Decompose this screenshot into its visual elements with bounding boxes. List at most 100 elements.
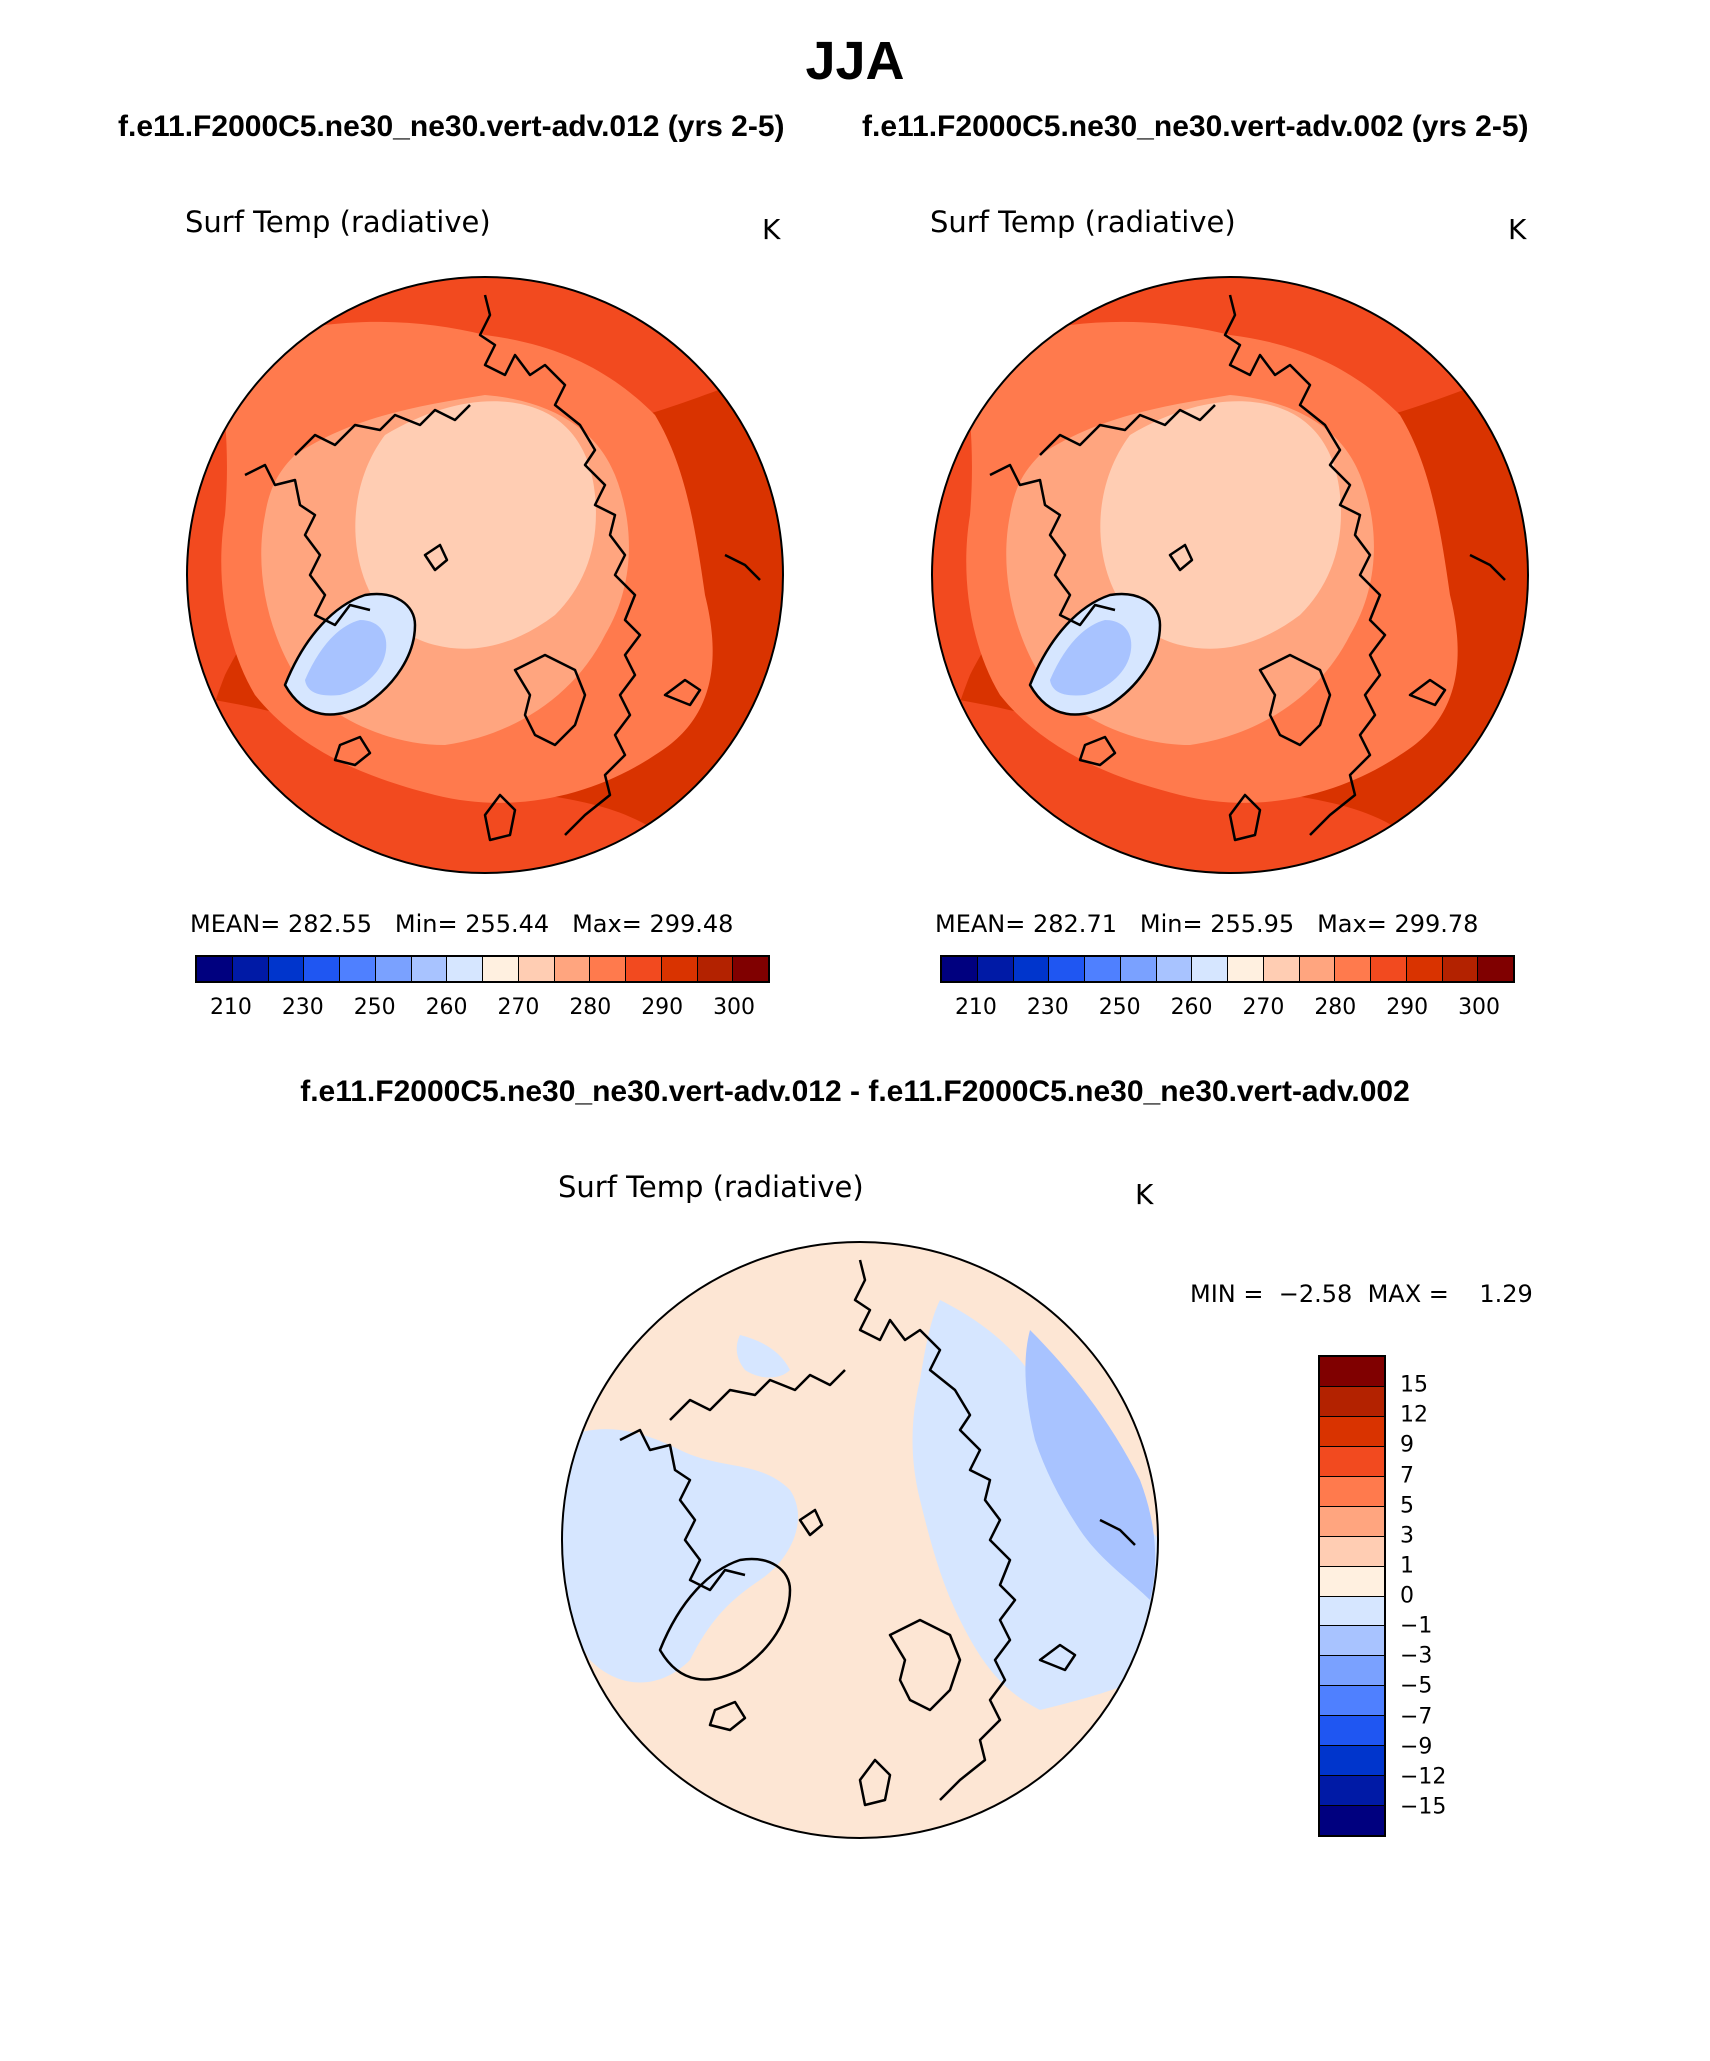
colorbar-tick-label: 3 [1400,1523,1414,1549]
colorbar-tick-label: −12 [1400,1764,1447,1790]
colorbar-tick-label: 260 [425,995,468,1020]
right-max-label: Max= [1317,910,1387,938]
diff-variable-label: Surf Temp (radiative) [558,1170,864,1204]
left-stats: MEAN= 282.55 Min= 255.44 Max= 299.48 [190,910,733,938]
left-mean-value: 282.55 [288,910,372,938]
colorbar-swatch [1406,957,1443,981]
colorbar-swatch [340,957,376,981]
colorbar-swatch [661,957,698,981]
colorbar-tick-label: 7 [1400,1463,1414,1488]
diff-units-label: K [1135,1178,1154,1211]
colorbar-tick-label: 300 [1458,995,1501,1020]
right-run-title: f.e11.F2000C5.ne30_ne30.vert-adv.002 (yr… [862,110,1529,143]
colorbar-swatch [268,957,305,981]
colorbar-tick-label: 15 [1400,1372,1428,1398]
colorbar-tick-label: 210 [954,995,997,1020]
colorbar-swatch [1049,957,1085,981]
colorbar-tick-label: 300 [713,995,756,1020]
colorbar-swatch [626,957,662,981]
colorbar-swatch [1478,957,1513,981]
colorbar-swatch [1371,957,1407,981]
colorbar-swatch [733,957,768,981]
difference-colorbar-ticks: 15 12 9 7 5 3 1 0 −1 −3 −5 −7 −9 −12 −15 [1400,1355,1480,1837]
colorbar-swatch [1320,1566,1384,1597]
season-title: JJA [805,31,905,91]
colorbar-tick-label: 280 [569,995,612,1020]
colorbar-swatch [1320,1386,1384,1417]
colorbar-swatch [590,957,626,981]
left-max-value: 299.48 [649,910,734,938]
colorbar-tick-label: 290 [641,995,684,1020]
diff-min-max: MIN = −2.58 MAX = 1.29 [1190,1280,1533,1308]
colorbar-swatch [232,957,269,981]
left-max-label: Max= [572,910,642,938]
right-variable-label: Surf Temp (radiative) [930,205,1236,239]
difference-title: f.e11.F2000C5.ne30_ne30.vert-adv.012 - f… [300,1075,1410,1108]
colorbar-tick-label: 260 [1170,995,1213,1020]
right-min-label: Min= [1139,910,1203,938]
right-units-label: K [1508,213,1527,246]
colorbar-swatch [1156,957,1193,981]
left-variable-label: Surf Temp (radiative) [185,205,491,239]
colorbar-tick-label: −7 [1400,1704,1433,1729]
colorbar-swatch [1320,1476,1384,1507]
colorbar-tick-label: 1 [1400,1553,1414,1579]
colorbar-swatch [1320,1506,1384,1537]
diff-max-label: MAX = [1367,1280,1449,1308]
colorbar-swatch [375,957,412,981]
colorbar-tick-label: 280 [1314,995,1357,1020]
colorbar-tick-label: 0 [1400,1583,1414,1609]
colorbar-swatch [554,957,591,981]
left-min-value: 255.44 [465,910,550,938]
colorbar-tick-label: −1 [1400,1613,1433,1639]
colorbar-swatch [1335,957,1371,981]
colorbar-tick-label: 12 [1400,1402,1428,1428]
colorbar-tick-label: −9 [1400,1734,1433,1760]
difference-polar-map [561,1241,1159,1839]
colorbar-swatch [1320,1806,1384,1835]
colorbar-swatch [1299,957,1336,981]
colorbar-tick-label: 9 [1400,1432,1414,1458]
colorbar-swatch [1085,957,1121,981]
right-colorbar [940,955,1515,983]
colorbar-tick-label: 250 [1098,995,1141,1020]
left-min-label: Min= [394,910,458,938]
colorbar-swatch [697,957,734,981]
colorbar-tick-label: 230 [281,995,324,1020]
colorbar-swatch [1192,957,1228,981]
left-units-label: K [762,213,781,246]
left-colorbar-ticks: 210 230 250 260 270 280 290 300 [195,995,770,1025]
left-mean-label: MEAN= [190,910,281,938]
right-colorbar-ticks: 210 230 250 260 270 280 290 300 [940,995,1515,1025]
right-mean-value: 282.71 [1033,910,1117,938]
colorbar-swatch [1120,957,1157,981]
colorbar-swatch [1320,1716,1384,1747]
difference-colorbar [1318,1355,1386,1837]
left-run-title: f.e11.F2000C5.ne30_ne30.vert-adv.012 (yr… [118,110,785,143]
colorbar-swatch [483,957,519,981]
colorbar-swatch [1320,1596,1384,1627]
colorbar-swatch [1320,1746,1384,1777]
right-stats: MEAN= 282.71 Min= 255.95 Max= 299.78 [935,910,1478,938]
colorbar-tick-label: 5 [1400,1493,1414,1519]
colorbar-swatch [1263,957,1300,981]
colorbar-tick-label: −5 [1400,1673,1433,1699]
colorbar-swatch [1320,1536,1384,1567]
colorbar-swatch [1442,957,1479,981]
colorbar-swatch [1320,1446,1384,1477]
colorbar-swatch [1320,1776,1384,1807]
right-min-value: 255.95 [1210,910,1295,938]
colorbar-swatch [1320,1686,1384,1717]
colorbar-swatch [518,957,555,981]
colorbar-swatch [411,957,448,981]
colorbar-swatch [1228,957,1264,981]
colorbar-tick-label: 290 [1386,995,1429,1020]
colorbar-tick-label: 270 [497,995,540,1020]
left-colorbar [195,955,770,983]
colorbar-swatch [197,957,233,981]
colorbar-swatch [1320,1357,1384,1387]
colorbar-tick-label: −3 [1400,1643,1433,1669]
colorbar-swatch [1013,957,1050,981]
colorbar-swatch [1320,1656,1384,1687]
diff-min-label: MIN = [1190,1280,1264,1308]
